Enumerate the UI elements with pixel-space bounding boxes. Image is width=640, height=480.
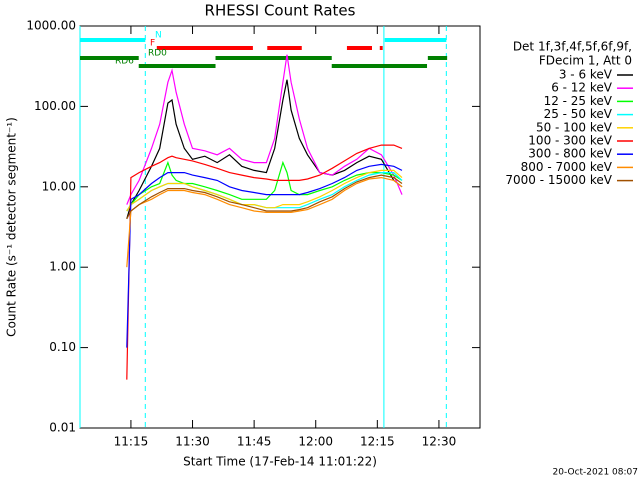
legend-label: 50 - 100 keV [536, 120, 613, 134]
x-axis-label: Start Time (17-Feb-14 11:01:22) [183, 455, 377, 469]
plot-frame [79, 25, 481, 429]
flag-bar [138, 64, 216, 68]
y-tick-label: 100.00 [34, 99, 76, 113]
flag-bar [215, 56, 332, 60]
chart-title: RHESSI Count Rates [205, 2, 356, 20]
flag-bar [80, 38, 146, 42]
legend-label: 3 - 6 keV [559, 68, 613, 82]
flag-bar [384, 38, 447, 42]
flag-bar [346, 46, 372, 50]
series-line [126, 54, 403, 205]
footer: 20-Oct-2021 08:07 [553, 468, 638, 478]
y-tick-label: 0.10 [49, 340, 76, 354]
legend-header: Det 1f,3f,4f,5f,6f,9f, [513, 40, 632, 54]
legend-label: 12 - 25 keV [544, 94, 613, 108]
series-line [126, 174, 403, 220]
flag-bar [379, 46, 383, 50]
series-line [126, 79, 403, 219]
y-tick-label: 1.00 [49, 260, 76, 274]
legend-label: 6 - 12 keV [551, 81, 613, 95]
series-line [126, 169, 403, 212]
flag-bar [427, 56, 448, 60]
y-tick-label: 10.00 [42, 179, 76, 193]
x-tick-label: 12:30 [422, 435, 457, 449]
y-tick-label: 0.01 [49, 421, 76, 435]
series-line [126, 176, 403, 268]
y-tick-label: 1000.00 [26, 19, 76, 33]
flag-bar [267, 46, 302, 50]
legend-label: 25 - 50 keV [544, 107, 613, 121]
x-tick-label: 12:00 [298, 435, 333, 449]
flag-bar [156, 46, 253, 50]
series-line [126, 144, 403, 380]
x-tick-label: 11:15 [114, 435, 149, 449]
legend-label: 100 - 300 keV [528, 134, 612, 148]
flag-bar [331, 64, 428, 68]
flag-label: N [155, 31, 162, 41]
flag-bar [80, 56, 139, 60]
series-line [126, 163, 403, 348]
flag-label: RD0 [148, 49, 167, 59]
x-tick-label: 11:30 [175, 435, 210, 449]
legend-label: 300 - 800 keV [528, 147, 612, 161]
legend-label: 800 - 7000 keV [521, 160, 613, 174]
flag-label: F [150, 39, 155, 49]
y-axis-label: Count Rate (s⁻¹ detector segment⁻¹) [5, 117, 19, 337]
x-tick-label: 11:45 [237, 435, 272, 449]
x-tick-label: 12:15 [360, 435, 395, 449]
legend-label: 7000 - 15000 keV [505, 173, 612, 187]
legend-header: FDecim 1, Att 0 [539, 54, 632, 68]
series-line [126, 160, 403, 212]
flag-label: RD6 [115, 57, 134, 67]
